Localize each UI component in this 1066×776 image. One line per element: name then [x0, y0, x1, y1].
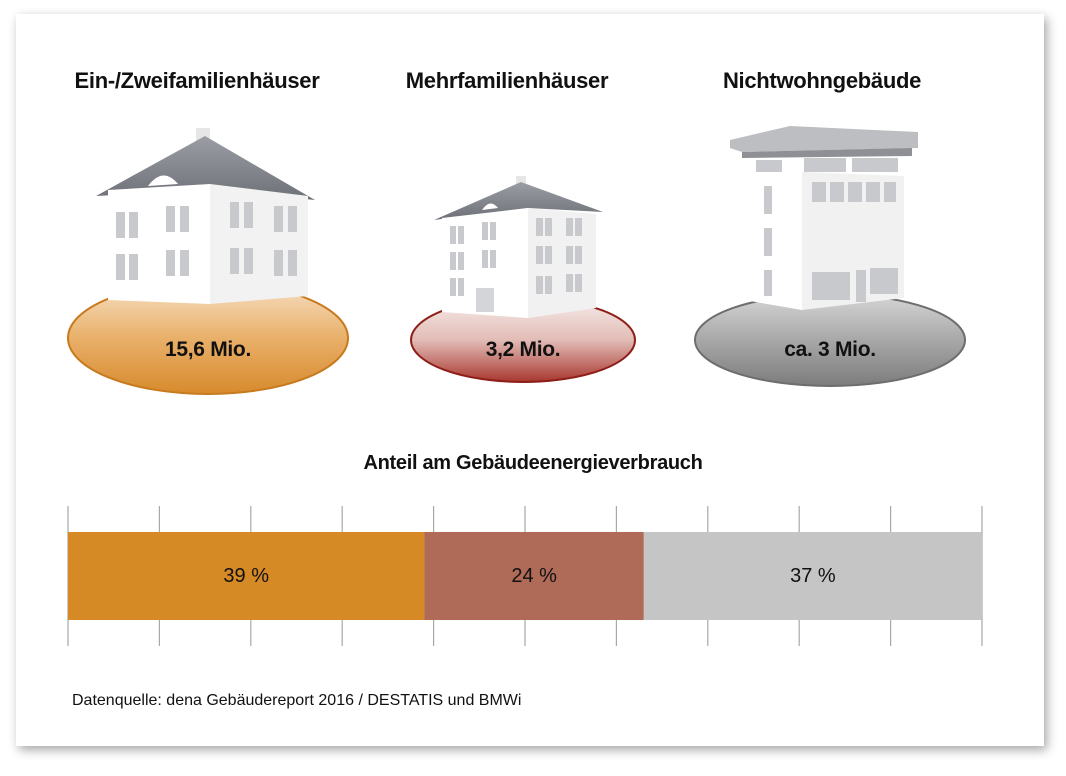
bar-segment-label-3: 37 %: [790, 565, 836, 587]
building-count-apartment: 3,2 Mio.: [485, 338, 561, 361]
bar-segment-3: [643, 532, 982, 620]
detached-house-icon: [96, 128, 315, 304]
office-building-icon: [730, 126, 918, 310]
bar-segment-label-2: 24 %: [511, 565, 557, 587]
building-count-detached: 15,6 Mio.: [165, 338, 251, 361]
data-source-note: Datenquelle: dena Gebäudereport 2016 / D…: [72, 692, 522, 709]
chart-title: Anteil am Gebäudeenergieverbrauch: [363, 452, 703, 474]
bar-segment-2: [424, 532, 644, 620]
building-title-apartment: Mehrfamilienhäuser: [405, 68, 609, 93]
bar-segment-label-1: 39 %: [223, 565, 269, 587]
bar-segments: 39 % 24 % 37 %: [68, 532, 982, 620]
building-title-detached: Ein-/Zweifamilienhäuser: [74, 68, 320, 93]
bar-segment-1: [68, 532, 425, 620]
building-title-office: Nichtwohngebäude: [722, 68, 922, 93]
apartment-house-icon: [434, 176, 603, 318]
building-count-office: ca. 3 Mio.: [784, 338, 876, 361]
building-illustrations: [67, 126, 966, 395]
